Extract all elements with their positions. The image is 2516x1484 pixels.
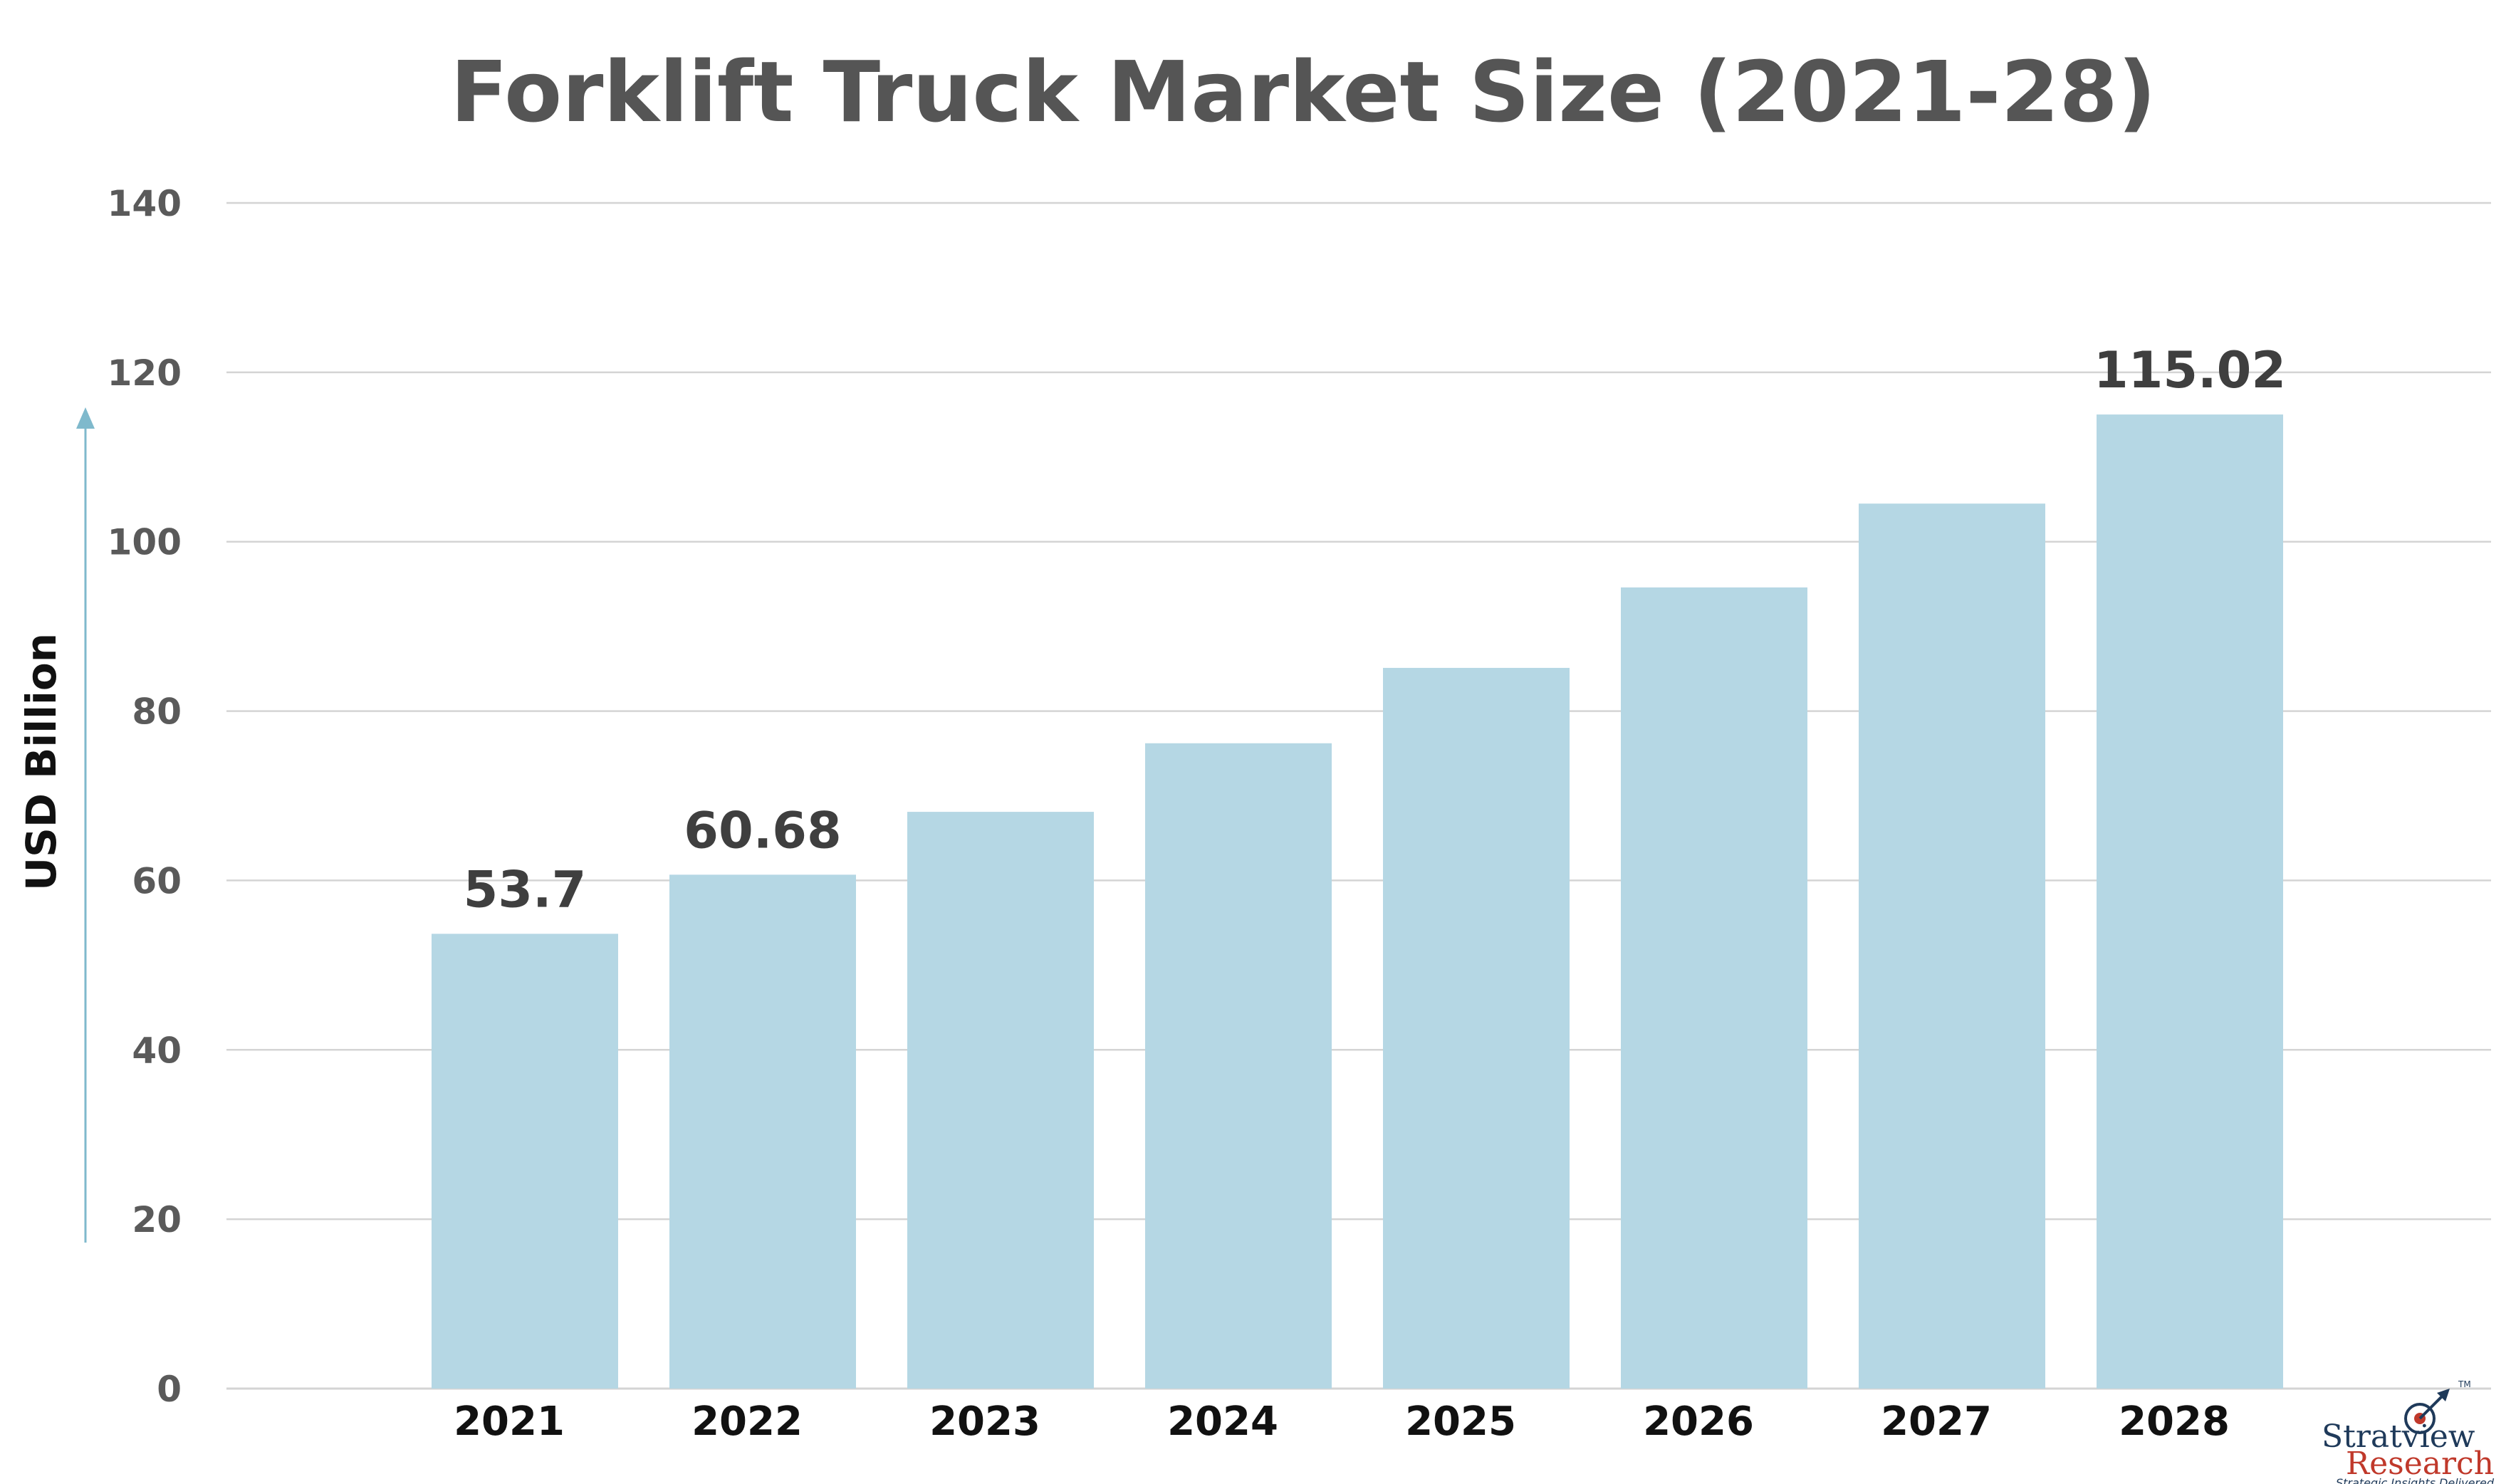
y-tick-label: 60 (132, 860, 182, 902)
y-tick-label: 120 (108, 352, 182, 394)
bar-2027 (1859, 503, 2045, 1389)
y-axis-label: USD Billion (17, 633, 66, 891)
y-tick-label: 80 (132, 691, 182, 733)
x-tick-label: 2023 (929, 1399, 1040, 1445)
chart-title: Forklift Truck Market Size (2021-28) (450, 43, 2156, 141)
data-label-2021: 53.7 (464, 860, 587, 919)
logo-tagline: Strategic Insights Delivered (2336, 1476, 2495, 1484)
bar-2023 (907, 812, 1094, 1389)
y-tick-label: 140 (108, 183, 182, 224)
y-axis-arrow (76, 407, 95, 1243)
y-tick-label: 40 (132, 1030, 182, 1071)
bar-2024 (1145, 743, 1332, 1389)
y-tick-label: 0 (157, 1369, 182, 1410)
bar-2021 (432, 934, 618, 1389)
bar-2028 (2097, 414, 2283, 1389)
y-axis-ticks: 0 20 40 60 80 100 120 140 (108, 183, 182, 1410)
data-labels: 53.7 60.68 115.02 (464, 341, 2286, 919)
x-tick-label: 2024 (1167, 1399, 1278, 1445)
logo-name: Stratview (2322, 1418, 2475, 1455)
x-tick-label: 2022 (691, 1399, 803, 1445)
x-tick-label: 2028 (2119, 1399, 2230, 1445)
logo-sub: Research (2346, 1446, 2494, 1482)
target-arrow-icon (2404, 1389, 2450, 1434)
y-tick-label: 100 (108, 522, 182, 563)
x-tick-label: 2021 (454, 1399, 565, 1445)
bar-2026 (1621, 587, 1807, 1389)
bars (432, 414, 2283, 1389)
x-tick-label: 2025 (1405, 1399, 1516, 1445)
bar-2025 (1383, 667, 1570, 1389)
x-axis-ticks: 2021 2022 2023 2024 2025 2026 2027 2028 (454, 1399, 2230, 1445)
logo: TM Stratview Research Strategic Insights… (2322, 1379, 2495, 1484)
x-tick-label: 2027 (1881, 1399, 1992, 1445)
data-label-2028: 115.02 (2094, 341, 2286, 399)
x-tick-label: 2026 (1643, 1399, 1754, 1445)
logo-tm: TM (2458, 1379, 2471, 1389)
data-label-2022: 60.68 (684, 801, 841, 859)
bar-2022 (669, 874, 856, 1389)
y-tick-label: 20 (132, 1199, 182, 1240)
